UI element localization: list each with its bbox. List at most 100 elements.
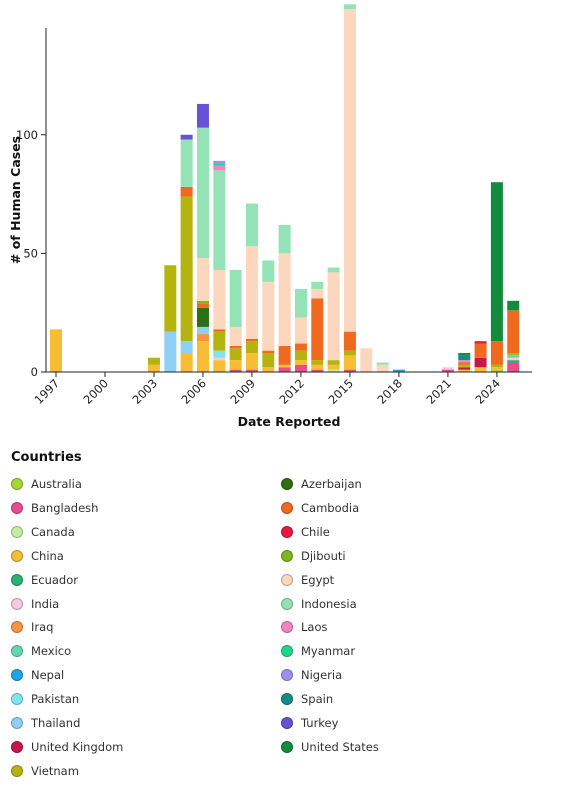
bar-segment-2025-bangladesh[interactable] bbox=[507, 362, 520, 372]
bar-segment-2023-united-kingdom[interactable] bbox=[474, 357, 487, 368]
bar-segment-2005-vietnam[interactable] bbox=[180, 196, 193, 342]
bar-segment-1997-china[interactable] bbox=[50, 329, 62, 372]
bar-segment-2006-iraq[interactable] bbox=[196, 334, 209, 342]
bar-segment-2011-china[interactable] bbox=[278, 364, 291, 368]
legend-item-nepal[interactable]: Nepal bbox=[11, 668, 64, 682]
bar-segment-2023-chile[interactable] bbox=[474, 341, 487, 344]
bar-segment-2014-indonesia[interactable] bbox=[327, 267, 340, 273]
bar-segment-2017-egypt[interactable] bbox=[376, 364, 389, 372]
bar-segment-2023-cambodia[interactable] bbox=[474, 343, 487, 358]
bar-segment-2010-china[interactable] bbox=[262, 367, 275, 372]
legend-item-egypt[interactable]: Egypt bbox=[281, 573, 334, 587]
bar-segment-2008-indonesia[interactable] bbox=[229, 269, 242, 327]
legend-item-djibouti[interactable]: Djibouti bbox=[281, 549, 346, 563]
legend-item-ecuador[interactable]: Ecuador bbox=[11, 573, 78, 587]
legend-item-indonesia[interactable]: Indonesia bbox=[281, 597, 357, 611]
bar-segment-2005-thailand[interactable] bbox=[180, 341, 193, 354]
legend-item-thailand[interactable]: Thailand bbox=[11, 716, 80, 730]
bar-segment-2016-egypt[interactable] bbox=[360, 348, 373, 372]
bar-segment-2004-vietnam[interactable] bbox=[164, 265, 177, 332]
bar-segment-2024-cambodia[interactable] bbox=[490, 341, 503, 365]
bar-segment-2011-indonesia[interactable] bbox=[278, 224, 291, 254]
bar-segment-2010-vietnam[interactable] bbox=[262, 353, 275, 368]
bar-segment-2006-cambodia[interactable] bbox=[196, 303, 209, 308]
bar-segment-2007-indonesia[interactable] bbox=[213, 170, 226, 270]
bar-segment-2024-vietnam[interactable] bbox=[490, 364, 503, 368]
bar-segment-2015-cambodia[interactable] bbox=[343, 331, 356, 351]
bar-segment-2007-india[interactable] bbox=[213, 357, 226, 361]
bar-segment-2010-egypt[interactable] bbox=[262, 281, 275, 351]
bar-segment-2022-spain[interactable] bbox=[458, 355, 471, 361]
bar-segment-2009-cambodia[interactable] bbox=[245, 338, 258, 342]
bar-segment-2007-pakistan[interactable] bbox=[213, 350, 226, 358]
bar-segment-2014-vietnam[interactable] bbox=[327, 360, 340, 365]
legend-item-china[interactable]: China bbox=[11, 549, 64, 563]
bar-segment-2014-china[interactable] bbox=[327, 364, 340, 370]
bar-segment-2025-india[interactable] bbox=[507, 357, 520, 361]
bar-segment-2025-united-states[interactable] bbox=[507, 300, 520, 311]
bar-segment-2024-china[interactable] bbox=[490, 367, 503, 370]
bar-segment-2013-indonesia[interactable] bbox=[311, 281, 324, 289]
bar-segment-2025-ecuador[interactable] bbox=[507, 360, 520, 363]
bar-segment-2004-thailand[interactable] bbox=[164, 331, 177, 372]
bar-segment-2023-china[interactable] bbox=[474, 367, 487, 372]
legend-item-mexico[interactable]: Mexico bbox=[11, 644, 71, 658]
bar-segment-2025-mexico[interactable] bbox=[507, 355, 520, 358]
legend-item-azerbaijan[interactable]: Azerbaijan bbox=[281, 477, 362, 491]
bar-segment-2005-indonesia[interactable] bbox=[180, 139, 193, 187]
bar-segment-2006-indonesia[interactable] bbox=[196, 127, 209, 259]
bar-segment-2010-indonesia[interactable] bbox=[262, 260, 275, 282]
bar-segment-2007-vietnam[interactable] bbox=[213, 331, 226, 351]
bar-segment-2007-cambodia[interactable] bbox=[213, 329, 226, 332]
bar-segment-2012-egypt[interactable] bbox=[294, 317, 307, 344]
bar-segment-2005-turkey[interactable] bbox=[180, 134, 193, 140]
bar-segment-2008-china[interactable] bbox=[229, 360, 242, 370]
bar-segment-2008-egypt[interactable] bbox=[229, 326, 242, 346]
bar-segment-2006-turkey[interactable] bbox=[196, 103, 209, 128]
bar-segment-2013-bangladesh[interactable] bbox=[311, 369, 324, 372]
bar-segment-2012-cambodia[interactable] bbox=[294, 343, 307, 351]
bar-segment-2003-vietnam[interactable] bbox=[147, 357, 160, 365]
bar-segment-2007-myanmar[interactable] bbox=[213, 163, 226, 166]
bar-segment-2018-nepal[interactable] bbox=[392, 369, 405, 372]
bar-segment-2013-egypt[interactable] bbox=[311, 288, 324, 299]
legend-item-bangladesh[interactable]: Bangladesh bbox=[11, 501, 98, 515]
bar-segment-2006-china[interactable] bbox=[196, 341, 209, 372]
bar-segment-2005-cambodia[interactable] bbox=[180, 186, 193, 197]
legend-item-pakistan[interactable]: Pakistan bbox=[11, 692, 79, 706]
bar-segment-2024-australia[interactable] bbox=[490, 369, 503, 372]
legend-item-india[interactable]: India bbox=[11, 597, 59, 611]
bar-segment-2015-vietnam[interactable] bbox=[343, 350, 356, 356]
bar-segment-2012-indonesia[interactable] bbox=[294, 288, 307, 318]
bar-segment-2008-cambodia[interactable] bbox=[229, 345, 242, 349]
bar-segment-2003-china[interactable] bbox=[147, 364, 160, 372]
bar-segment-2012-vietnam[interactable] bbox=[294, 350, 307, 361]
bar-segment-2006-djibouti[interactable] bbox=[196, 300, 209, 304]
bar-segment-2010-cambodia[interactable] bbox=[262, 350, 275, 354]
bar-segment-2007-china[interactable] bbox=[213, 360, 226, 372]
bar-segment-2011-egypt[interactable] bbox=[278, 253, 291, 346]
bar-segment-2007-nigeria[interactable] bbox=[213, 160, 226, 164]
bar-segment-2024-united-states[interactable] bbox=[490, 182, 503, 342]
legend-item-laos[interactable]: Laos bbox=[281, 620, 327, 634]
bar-segment-2009-indonesia[interactable] bbox=[245, 203, 258, 247]
legend-item-spain[interactable]: Spain bbox=[281, 692, 333, 706]
bar-segment-2015-egypt[interactable] bbox=[343, 9, 356, 332]
bar-segment-2013-cambodia[interactable] bbox=[311, 298, 324, 361]
legend-item-turkey[interactable]: Turkey bbox=[281, 716, 338, 730]
legend-item-myanmar[interactable]: Myanmar bbox=[281, 644, 355, 658]
bar-segment-2021-india[interactable] bbox=[441, 367, 454, 370]
bar-segment-2006-azerbaijan[interactable] bbox=[196, 307, 209, 327]
legend-item-cambodia[interactable]: Cambodia bbox=[281, 501, 359, 515]
bar-segment-2022-united-states[interactable] bbox=[458, 353, 471, 356]
bar-segment-2022-laos[interactable] bbox=[458, 360, 471, 363]
bar-segment-2009-vietnam[interactable] bbox=[245, 341, 258, 354]
bar-segment-2013-china[interactable] bbox=[311, 364, 324, 370]
bar-segment-2014-egypt[interactable] bbox=[327, 272, 340, 361]
legend-item-united-states[interactable]: United States bbox=[281, 740, 379, 754]
legend-item-chile[interactable]: Chile bbox=[281, 525, 330, 539]
bar-segment-2025-cambodia[interactable] bbox=[507, 310, 520, 354]
bar-segment-2007-laos[interactable] bbox=[213, 165, 226, 171]
bar-segment-2015-bangladesh[interactable] bbox=[343, 369, 356, 372]
bar-segment-2015-indonesia[interactable] bbox=[343, 4, 356, 10]
